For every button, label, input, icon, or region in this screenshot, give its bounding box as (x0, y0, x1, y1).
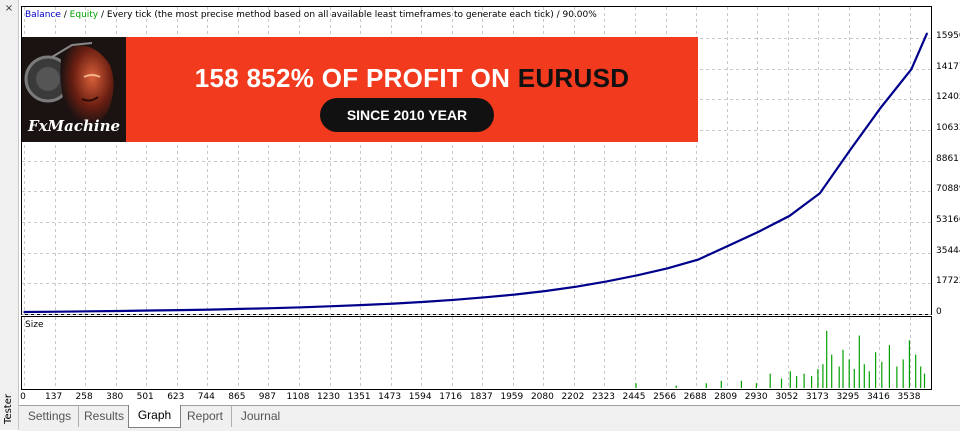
x-tick-label: 2080 (531, 392, 554, 402)
x-tick-label: 623 (167, 392, 184, 402)
size-panel-label: Size (25, 320, 44, 330)
x-tick-label: 137 (45, 392, 62, 402)
tester-side-strip: × Tester (0, 0, 19, 430)
balance-point (819, 192, 821, 194)
balance-point (484, 296, 486, 299)
x-tick-label: 987 (259, 392, 276, 402)
balance-point (605, 280, 608, 283)
tab-journal[interactable]: Journal (231, 406, 289, 427)
size-plot-frame (21, 316, 932, 390)
x-tick-label: 2930 (745, 392, 768, 402)
balance-point (87, 310, 90, 313)
x-tick-label: 3052 (775, 392, 798, 402)
balance-point (758, 230, 760, 233)
x-tick-label: 1594 (409, 392, 432, 402)
balance-point (362, 304, 364, 306)
tester-label: Tester (3, 394, 14, 424)
legend-balance: Balance (25, 10, 61, 20)
x-tick-label: 1108 (287, 392, 310, 402)
x-tick-label: 1959 (500, 392, 523, 402)
x-tick-label: 3538 (898, 392, 921, 402)
balance-point (148, 309, 151, 312)
x-tick-label: 2323 (592, 392, 615, 402)
x-tick-label: 3295 (836, 392, 859, 402)
tab-report[interactable]: Report (186, 409, 224, 423)
tab-settings[interactable]: Settings (27, 409, 72, 423)
balance-point (697, 258, 699, 261)
y-tick-label: 10633395 (936, 123, 960, 133)
y-tick-label: 7088930 (936, 184, 960, 195)
y-tick-label: 5316698 (936, 215, 960, 225)
tab-results[interactable]: Results (78, 406, 129, 427)
logo-wordmark: FxMachine (27, 117, 121, 135)
x-tick-label: 1351 (348, 392, 371, 402)
balance-point (544, 290, 547, 292)
x-tick-label: 2688 (684, 392, 707, 402)
y-tick-label: 12405628 (936, 92, 960, 103)
close-icon[interactable]: × (4, 3, 14, 14)
robot-portrait-logo: FxMachine (22, 37, 126, 142)
y-tick-label: 1772233 (936, 276, 960, 287)
x-tick-label: 0 (20, 392, 26, 402)
y-tick-label: 14177861 (936, 61, 960, 72)
balance-point (118, 310, 121, 312)
y-tick-label: 0 (936, 307, 942, 317)
x-tick-label: 1837 (470, 392, 493, 402)
x-tick-label: 1230 (317, 392, 340, 402)
x-tick-label: 865 (228, 392, 245, 402)
x-tick-label: 2809 (714, 392, 737, 402)
balance-point (636, 274, 639, 277)
tester-tab-bar: Settings Results Graph Report Journal (19, 405, 960, 431)
legend-separator: / (60, 10, 70, 20)
y-tick-label: 15950093 (936, 31, 960, 41)
x-tick-label: 380 (106, 392, 123, 402)
x-tick-label: 1473 (378, 392, 401, 402)
balance-point (57, 310, 60, 313)
balance-point (301, 306, 303, 309)
x-tick-label: 2202 (561, 392, 584, 402)
graph-area: Balance / Equity / Every tick (the most … (19, 0, 960, 406)
x-tick-label: 501 (137, 392, 154, 402)
tab-graph[interactable]: Graph (128, 405, 181, 428)
x-axis: 0 137 258 380 501 623 744 865 987 1108 1230 1351 147… (20, 392, 921, 402)
x-tick-label: 1716 (439, 392, 462, 402)
x-tick-label: 2566 (653, 392, 676, 402)
balance-point (453, 299, 456, 301)
y-tick-label: 8861163 (936, 153, 960, 164)
legend-description: / Every tick (the most precise method ba… (98, 10, 597, 20)
balance-point (514, 293, 517, 296)
banner-headline-symbol: EURUSD (517, 63, 630, 93)
balance-point (270, 307, 273, 310)
y-tick-label: 3544465 (936, 245, 960, 256)
balance-point (209, 308, 212, 311)
legend-equity: Equity (69, 10, 99, 20)
balance-point (179, 309, 182, 311)
x-tick-label: 2445 (623, 392, 646, 402)
robot-face-icon (22, 37, 126, 142)
balance-point (240, 308, 242, 310)
banner-since-pill: SINCE 2010 YEAR (320, 98, 494, 132)
x-tick-label: 258 (76, 392, 93, 402)
balance-point (575, 285, 578, 288)
banner-headline: 158 852% OF PROFIT ON EURUSD (126, 63, 698, 94)
balance-point (788, 215, 791, 217)
balance-point (392, 302, 395, 305)
balance-point (666, 267, 669, 270)
chart-legend: Balance / Equity / Every tick (the most … (25, 10, 597, 20)
balance-point (331, 305, 334, 308)
x-tick-label: 744 (198, 392, 215, 402)
balance-point (926, 32, 928, 35)
x-tick-label: 3416 (867, 392, 890, 402)
balance-point (423, 301, 425, 303)
balance-point (880, 106, 882, 109)
banner-headline-white: 158 852% OF PROFIT ON (194, 63, 518, 93)
balance-point (23, 311, 25, 313)
x-tick-label: 3173 (806, 392, 829, 402)
size-chart-svg (24, 317, 926, 389)
balance-point (727, 244, 730, 247)
balance-point (849, 148, 852, 151)
promo-banner: FxMachine 158 852% OF PROFIT ON EURUSD S… (22, 37, 698, 142)
balance-point (910, 68, 913, 70)
